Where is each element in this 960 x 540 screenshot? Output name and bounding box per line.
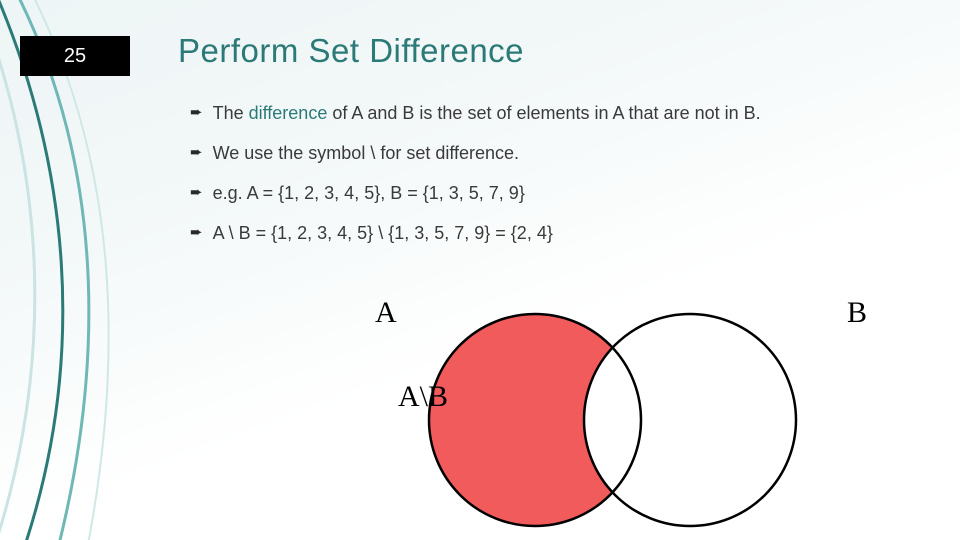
venn-label-ab: A\B [398, 380, 448, 414]
bullet-item: ➨ A \ B = {1, 2, 3, 4, 5} \ {1, 3, 5, 7,… [190, 220, 910, 246]
bullet-text-accent: difference [249, 103, 328, 123]
page-number: 25 [64, 45, 86, 68]
slide-title: Perform Set Difference [178, 32, 524, 70]
venn-label-b: B [847, 296, 867, 330]
bullet-marker-icon: ➨ [190, 100, 203, 126]
bullet-item: ➨ e.g. A = {1, 2, 3, 4, 5}, B = {1, 3, 5… [190, 180, 910, 206]
slide-body: ➨ The difference of A and B is the set o… [190, 100, 910, 260]
venn-diagram: A B A\B [365, 300, 875, 530]
bullet-text-pre: The [213, 103, 249, 123]
bullet-marker-icon: ➨ [190, 180, 203, 206]
bullet-item: ➨ The difference of A and B is the set o… [190, 100, 910, 126]
page-number-tab: 25 [20, 36, 130, 76]
bullet-item: ➨ We use the symbol \ for set difference… [190, 140, 910, 166]
slide: 25 Perform Set Difference ➨ The differen… [0, 0, 960, 540]
venn-label-a: A [375, 296, 397, 330]
bullet-text: e.g. A = {1, 2, 3, 4, 5}, B = {1, 3, 5, … [213, 180, 910, 206]
venn-svg [365, 300, 875, 530]
bullet-text: A \ B = {1, 2, 3, 4, 5} \ {1, 3, 5, 7, 9… [213, 220, 910, 246]
decorative-rails [0, 0, 220, 540]
bullet-text: We use the symbol \ for set difference. [213, 140, 910, 166]
bullet-marker-icon: ➨ [190, 220, 203, 246]
bullet-text: The difference of A and B is the set of … [213, 100, 910, 126]
bullet-text-post: of A and B is the set of elements in A t… [327, 103, 760, 123]
bullet-marker-icon: ➨ [190, 140, 203, 166]
